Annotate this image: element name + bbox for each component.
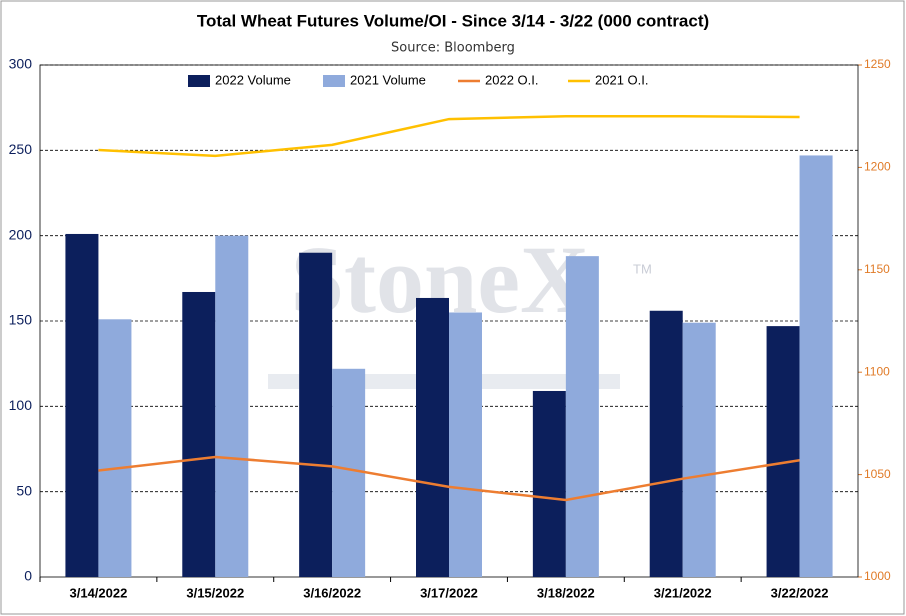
bar — [532, 390, 566, 577]
y-tick-label: 50 — [16, 482, 32, 498]
legend-label: 2021 Volume — [350, 72, 426, 87]
y2-tick-label: 1050 — [864, 467, 891, 481]
bar — [416, 297, 449, 577]
legend-label: 2022 Volume — [215, 72, 291, 87]
bar — [766, 326, 800, 577]
x-tick-label: 3/21/2022 — [654, 585, 712, 600]
bar — [332, 368, 366, 577]
chart-title: Total Wheat Futures Volume/OI - Since 3/… — [197, 11, 709, 30]
bar — [565, 256, 599, 577]
y-tick-label: 0 — [24, 568, 32, 584]
x-tick-label: 3/15/2022 — [186, 585, 244, 600]
x-tick-label: 3/14/2022 — [70, 585, 128, 600]
bar — [799, 155, 833, 577]
y-tick-label: 150 — [9, 312, 33, 328]
bar — [299, 252, 333, 577]
y2-tick-label: 1100 — [864, 364, 890, 378]
bar — [449, 312, 482, 577]
watermark-mark: TM — [633, 261, 652, 276]
x-tick-label: 3/18/2022 — [537, 585, 595, 600]
bar — [215, 235, 249, 577]
y-tick-label: 250 — [9, 141, 33, 157]
x-tick-label: 3/22/2022 — [771, 585, 829, 600]
legend-label: 2022 O.I. — [485, 72, 538, 87]
legend-swatch — [188, 75, 210, 87]
y2-tick-label: 1250 — [864, 57, 891, 71]
chart-subtitle: Source: Bloomberg — [391, 41, 515, 56]
bar — [182, 291, 216, 577]
bar — [649, 310, 683, 577]
line — [98, 114, 800, 158]
y2-tick-label: 1000 — [864, 569, 891, 583]
y2-tick-label: 1200 — [864, 160, 891, 174]
legend-label: 2021 O.I. — [595, 72, 648, 87]
line — [98, 455, 800, 502]
x-tick-label: 3/17/2022 — [420, 585, 478, 600]
y-tick-label: 300 — [9, 56, 33, 72]
bar — [65, 233, 99, 577]
bar — [682, 322, 716, 577]
y-tick-label: 200 — [9, 226, 33, 242]
y-tick-label: 100 — [9, 397, 33, 413]
legend-swatch — [323, 75, 345, 87]
bar — [98, 319, 132, 577]
y2-tick-label: 1150 — [864, 262, 890, 276]
x-tick-label: 3/16/2022 — [303, 585, 361, 600]
